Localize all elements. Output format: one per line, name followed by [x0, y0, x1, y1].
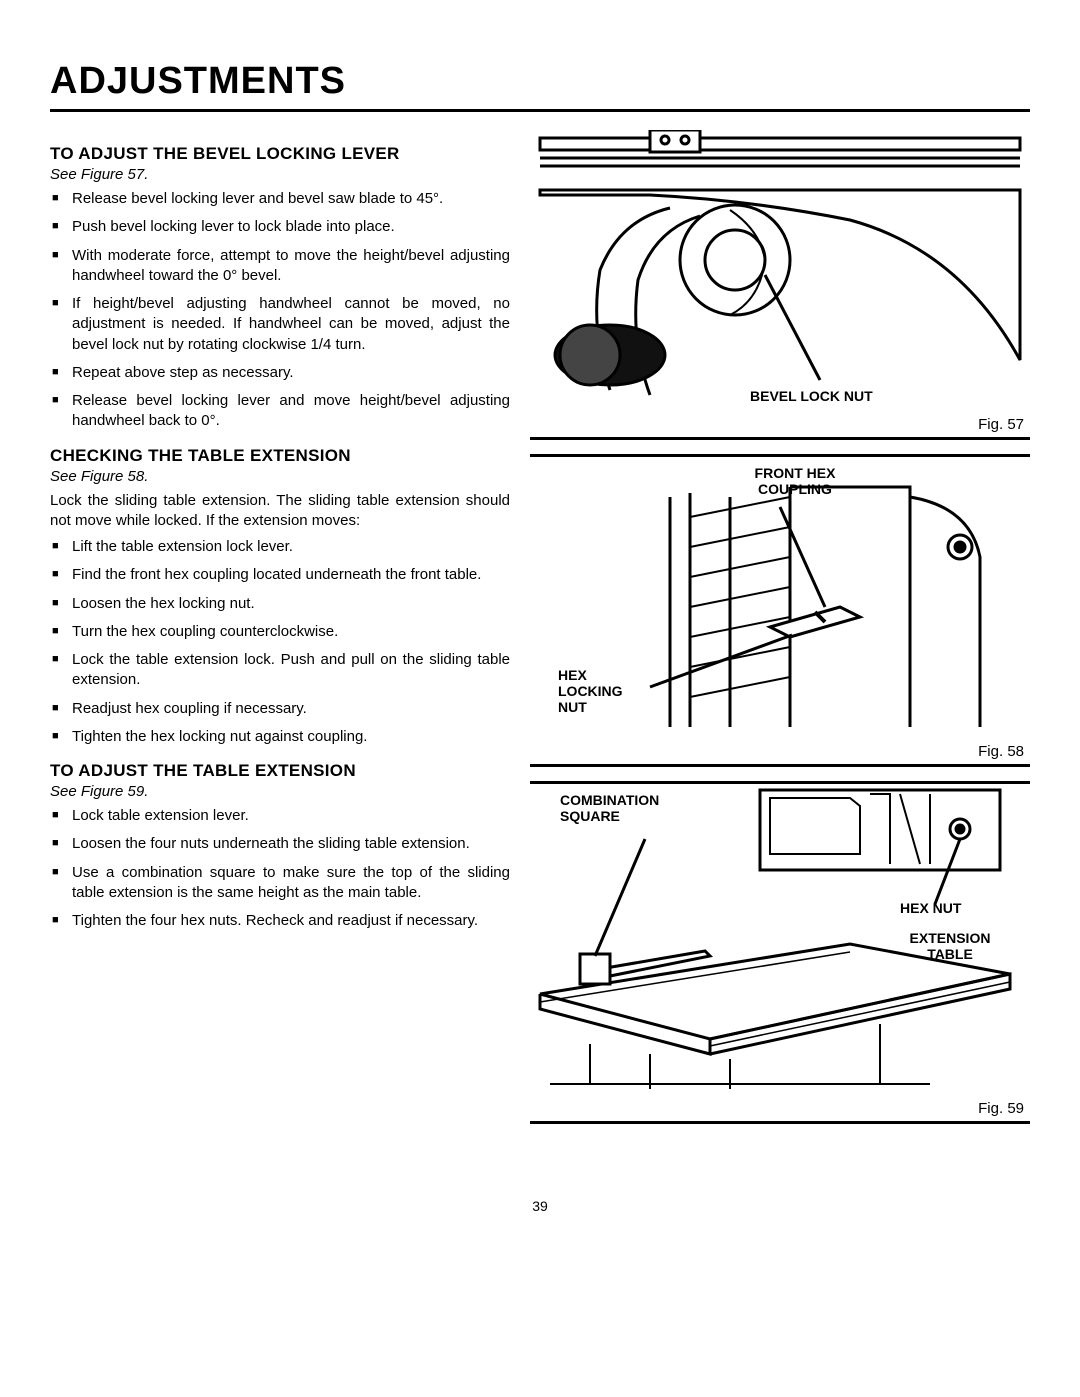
figure-58-drawing: FRONT HEX COUPLING HEX LOCKING NUT [530, 457, 1030, 737]
fig57-label-bevel-lock-nut: BEVEL LOCK NUT [750, 388, 873, 404]
section1-see-figure: See Figure 57. [50, 166, 510, 183]
list-item: Release bevel locking lever and bevel sa… [50, 189, 510, 209]
list-item: Loosen the hex locking nut. [50, 594, 510, 614]
fig57-caption: Fig. 57 [530, 410, 1030, 437]
list-item: Readjust hex coupling if necessary. [50, 699, 510, 719]
section2-see-figure: See Figure 58. [50, 468, 510, 485]
list-item: Lift the table extension lock lever. [50, 537, 510, 557]
figure-58: FRONT HEX COUPLING HEX LOCKING NUT Fig. … [530, 454, 1030, 767]
list-item: Tighten the four hex nuts. Recheck and r… [50, 911, 510, 931]
fig58-label-hex-locking-nut: HEX LOCKING NUT [558, 667, 648, 715]
two-column-layout: TO ADJUST THE BEVEL LOCKING LEVER See Fi… [50, 130, 1030, 1138]
figure-59-drawing: COMBINATION SQUARE HEX NUT EXTENSION TAB… [530, 784, 1030, 1094]
list-item: Use a combination square to make sure th… [50, 863, 510, 904]
section2-heading: CHECKING THE TABLE EXTENSION [50, 446, 510, 466]
text-column: TO ADJUST THE BEVEL LOCKING LEVER See Fi… [50, 130, 510, 1138]
section3-heading: TO ADJUST THE TABLE EXTENSION [50, 761, 510, 781]
fig59-label-hex-nut: HEX NUT [900, 900, 961, 916]
fig58-label-front-hex-coupling: FRONT HEX COUPLING [730, 465, 860, 497]
figure-57: BEVEL LOCK NUT Fig. 57 [530, 130, 1030, 440]
fig58-caption: Fig. 58 [530, 737, 1030, 764]
figure-column: BEVEL LOCK NUT Fig. 57 [530, 130, 1030, 1138]
section2-lead: Lock the sliding table extension. The sl… [50, 491, 510, 532]
fig57-svg [530, 130, 1030, 410]
section3-list: Lock table extension lever. Loosen the f… [50, 806, 510, 931]
figure-57-drawing: BEVEL LOCK NUT [530, 130, 1030, 410]
figure-59: COMBINATION SQUARE HEX NUT EXTENSION TAB… [530, 781, 1030, 1124]
section1-list: Release bevel locking lever and bevel sa… [50, 189, 510, 432]
list-item: Push bevel locking lever to lock blade i… [50, 217, 510, 237]
section1-heading: TO ADJUST THE BEVEL LOCKING LEVER [50, 144, 510, 164]
fig59-label-combination-square: COMBINATION SQUARE [560, 792, 700, 824]
list-item: Repeat above step as necessary. [50, 363, 510, 383]
page-number: 39 [50, 1198, 1030, 1214]
list-item: Lock table extension lever. [50, 806, 510, 826]
section3-see-figure: See Figure 59. [50, 783, 510, 800]
list-item: Tighten the hex locking nut against coup… [50, 727, 510, 747]
list-item: Release bevel locking lever and move hei… [50, 391, 510, 432]
list-item: Loosen the four nuts underneath the slid… [50, 834, 510, 854]
list-item: With moderate force, attempt to move the… [50, 246, 510, 287]
fig59-caption: Fig. 59 [530, 1094, 1030, 1121]
list-item: Find the front hex coupling located unde… [50, 565, 510, 585]
list-item: Lock the table extension lock. Push and … [50, 650, 510, 691]
fig59-label-extension-table: EXTENSION TABLE [890, 930, 1010, 962]
page-title: ADJUSTMENTS [50, 60, 1030, 112]
list-item: Turn the hex coupling counterclockwise. [50, 622, 510, 642]
section2-list: Lift the table extension lock lever. Fin… [50, 537, 510, 747]
list-item: If height/bevel adjusting handwheel cann… [50, 294, 510, 355]
